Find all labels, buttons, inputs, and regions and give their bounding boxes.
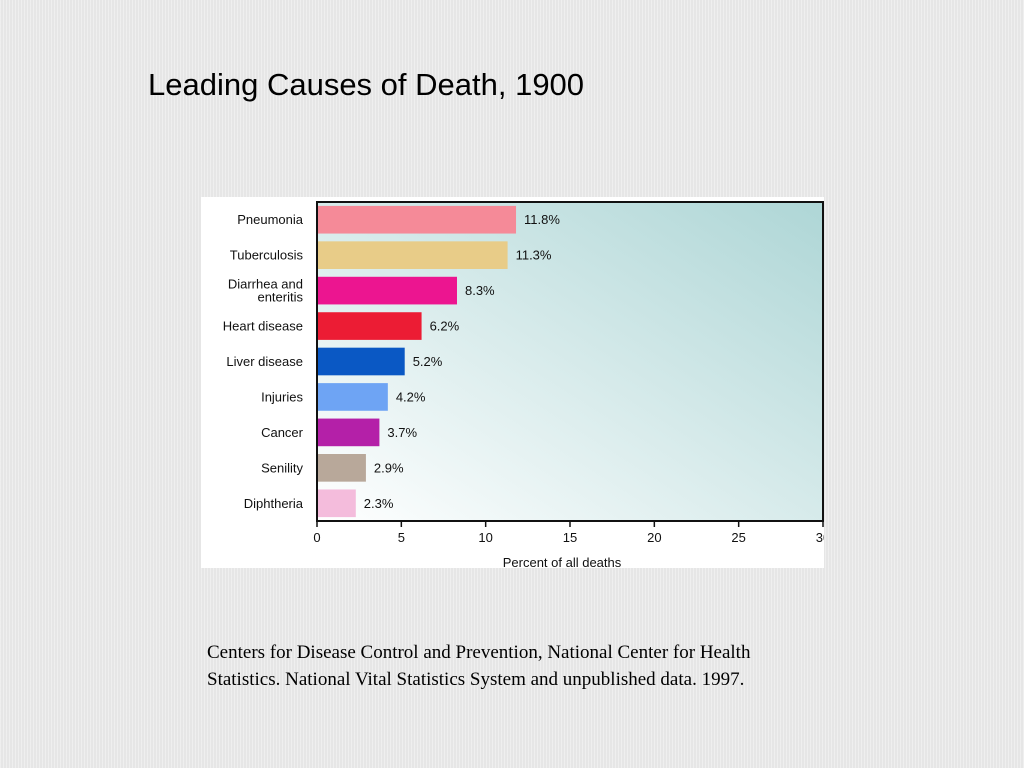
x-tick-label: 5 — [398, 530, 405, 545]
bar-value-label: 8.3% — [465, 283, 495, 298]
bar-value-label: 2.9% — [374, 460, 404, 475]
category-label-line: Injuries — [261, 389, 303, 404]
category-label: Diarrhea and enteritis — [228, 277, 304, 305]
category-label-line: Liver disease — [226, 354, 303, 369]
bar — [317, 312, 422, 340]
bar — [317, 348, 405, 376]
category-label: Injuries — [261, 389, 303, 404]
x-axis-ticks: 0 5 10 15 20 25 30 — [313, 521, 824, 545]
x-tick-label: 10 — [478, 530, 492, 545]
bar — [317, 454, 366, 482]
category-label-line: enteritis — [257, 290, 303, 305]
category-label: Heart disease — [223, 319, 303, 334]
source-note: Centers for Disease Control and Preventi… — [207, 639, 787, 693]
bar — [317, 277, 457, 305]
bar — [317, 206, 516, 234]
bar-value-label: 6.2% — [430, 319, 460, 334]
category-label: Senility — [261, 460, 303, 475]
category-label: Liver disease — [226, 354, 303, 369]
bar-chart: 11.8% Pneumonia 11.3% Tuberculosis 8.3% Diarr… — [201, 197, 824, 568]
bar — [317, 419, 379, 447]
bar-value-label: 11.3% — [516, 248, 552, 263]
category-label: Cancer — [261, 425, 304, 440]
category-label-line: Cancer — [261, 425, 304, 440]
bar-value-label: 5.2% — [413, 354, 443, 369]
x-tick-label: 0 — [313, 530, 320, 545]
bar-value-label: 11.8% — [524, 212, 560, 227]
category-label-line: Pneumonia — [237, 212, 304, 227]
x-tick-label: 25 — [731, 530, 745, 545]
x-axis-title: Percent of all deaths — [503, 555, 622, 568]
bar — [317, 383, 388, 411]
category-label: Tuberculosis — [230, 248, 304, 263]
bar-value-label: 3.7% — [387, 425, 417, 440]
bar — [317, 489, 356, 517]
x-tick-label: 15 — [563, 530, 577, 545]
chart-panel: 11.8% Pneumonia 11.3% Tuberculosis 8.3% Diarr… — [201, 197, 824, 568]
bar-value-label: 2.3% — [364, 496, 394, 511]
category-label-line: Tuberculosis — [230, 248, 304, 263]
bar — [317, 241, 508, 269]
bar-value-label: 4.2% — [396, 389, 426, 404]
category-label: Diphtheria — [244, 496, 304, 511]
slide-title: Leading Causes of Death, 1900 — [148, 66, 584, 103]
x-tick-label: 20 — [647, 530, 661, 545]
x-tick-label: 30 — [816, 530, 824, 545]
category-label-line: Diphtheria — [244, 496, 304, 511]
category-label-line: Heart disease — [223, 319, 303, 334]
category-label: Pneumonia — [237, 212, 304, 227]
category-label-line: Senility — [261, 460, 303, 475]
